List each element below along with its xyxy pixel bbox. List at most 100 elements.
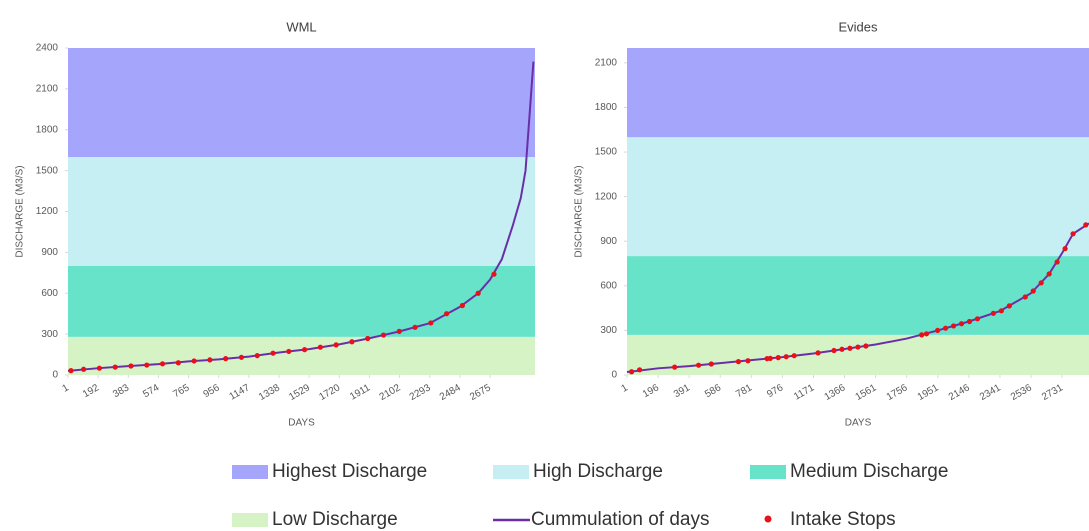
- x-tick-label: 765: [171, 382, 191, 400]
- intake-stop: [412, 324, 418, 330]
- intake-stop: [96, 365, 103, 371]
- x-tick-label: 2536: [1009, 382, 1034, 403]
- intake-stop: [254, 353, 260, 359]
- intake-stop: [839, 346, 845, 352]
- intake-stop: [380, 332, 387, 338]
- intake-stop: [919, 332, 925, 338]
- intake-stop: [191, 358, 197, 364]
- legend-swatch: [232, 513, 268, 527]
- intake-stop: [428, 320, 434, 326]
- intake-stop: [270, 350, 276, 356]
- y-tick-label: 900: [41, 247, 58, 258]
- y-tick-label: 0: [52, 370, 58, 381]
- x-tick-label: 2675: [468, 382, 493, 403]
- intake-stop: [783, 354, 789, 360]
- intake-stop: [144, 362, 150, 368]
- intake-stop: [863, 343, 869, 349]
- y-tick-label: 1500: [36, 165, 59, 176]
- intake-stop: [950, 323, 957, 329]
- intake-stop: [923, 331, 930, 337]
- intake-stop: [159, 361, 166, 367]
- y-tick-label: 600: [41, 288, 58, 299]
- legend-label: High Discharge: [533, 461, 663, 482]
- intake-stop: [207, 357, 213, 363]
- x-tick-label: 1720: [317, 382, 342, 403]
- x-tick-label: 1561: [854, 382, 879, 403]
- intake-stop: [1070, 231, 1076, 237]
- x-tick-label: 781: [734, 382, 754, 400]
- y-tick-label: 300: [41, 329, 58, 340]
- intake-stop: [791, 353, 797, 359]
- intake-stop: [815, 350, 821, 356]
- x-tick-label: 1756: [885, 382, 910, 403]
- x-tick-label: 2293: [408, 382, 433, 403]
- intake-stop: [491, 271, 497, 277]
- intake-stop: [1006, 303, 1012, 309]
- x-tick-label: 1147: [228, 382, 253, 402]
- y-tick-label: 600: [600, 280, 617, 291]
- x-tick-label: 1911: [348, 382, 373, 402]
- intake-stop: [365, 335, 371, 342]
- intake-stop: [223, 356, 229, 362]
- data-line: [626, 222, 1089, 374]
- y-tick-label: 0: [611, 370, 617, 381]
- intake-stop: [775, 355, 781, 361]
- intake-stop: [735, 359, 741, 365]
- intake-stop: [1030, 288, 1036, 294]
- y-tick-label: 1800: [595, 102, 618, 113]
- intake-stop: [1083, 222, 1089, 228]
- band: [627, 334, 1089, 375]
- intake-stop: [958, 321, 965, 327]
- intake-stop: [128, 363, 134, 369]
- legend-label: Medium Discharge: [790, 461, 948, 482]
- x-tick-label: 1529: [287, 382, 312, 403]
- intake-stop: [1054, 259, 1060, 265]
- y-tick-label: 900: [600, 236, 617, 247]
- intake-stop: [855, 344, 861, 350]
- band: [627, 137, 1089, 257]
- intake-stop: [708, 361, 714, 367]
- legend-label: Low Discharge: [272, 509, 398, 530]
- y-tick-label: 2400: [36, 43, 59, 54]
- intake-stop: [767, 355, 773, 361]
- band: [68, 266, 535, 337]
- intake-stop: [68, 368, 74, 374]
- x-tick-label: 586: [703, 382, 723, 400]
- x-tick-label: 192: [81, 382, 101, 400]
- intake-stop: [396, 328, 402, 334]
- intake-stop: [942, 325, 949, 331]
- chart-title: Evides: [838, 19, 878, 34]
- x-tick-label: 1366: [823, 382, 848, 403]
- intake-stop: [935, 327, 941, 334]
- legend-label: Cummulation of days: [531, 509, 709, 530]
- intake-stop: [333, 342, 339, 348]
- x-tick-label: 976: [765, 382, 785, 400]
- y-axis-label: DISCHARGE (M3/S): [15, 165, 26, 257]
- x-tick-label: 956: [202, 382, 222, 400]
- intake-stop: [1022, 294, 1028, 300]
- intake-stop: [974, 316, 981, 322]
- intake-stop: [317, 344, 323, 350]
- intake-stop: [1062, 246, 1068, 252]
- intake-stop: [459, 302, 466, 309]
- intake-stop: [444, 311, 450, 317]
- x-tick-label: 1: [61, 382, 72, 395]
- band: [68, 48, 535, 157]
- y-axis-label: DISCHARGE (M3/S): [574, 165, 585, 257]
- x-tick-label: 1171: [792, 382, 817, 402]
- band: [627, 48, 1089, 138]
- chart-title: WML: [286, 19, 316, 34]
- intake-stop: [636, 367, 643, 373]
- legend-swatch: [750, 465, 786, 479]
- y-tick-label: 1500: [595, 147, 618, 158]
- intake-stop: [286, 348, 292, 355]
- band: [68, 157, 535, 266]
- x-tick-label: 1338: [257, 382, 282, 403]
- x-tick-label: 2484: [438, 382, 463, 403]
- band: [68, 336, 535, 375]
- x-tick-label: 196: [641, 382, 661, 400]
- x-tick-label: 2146: [947, 382, 972, 403]
- intake-stop: [112, 364, 118, 370]
- x-tick-label: 391: [672, 382, 692, 400]
